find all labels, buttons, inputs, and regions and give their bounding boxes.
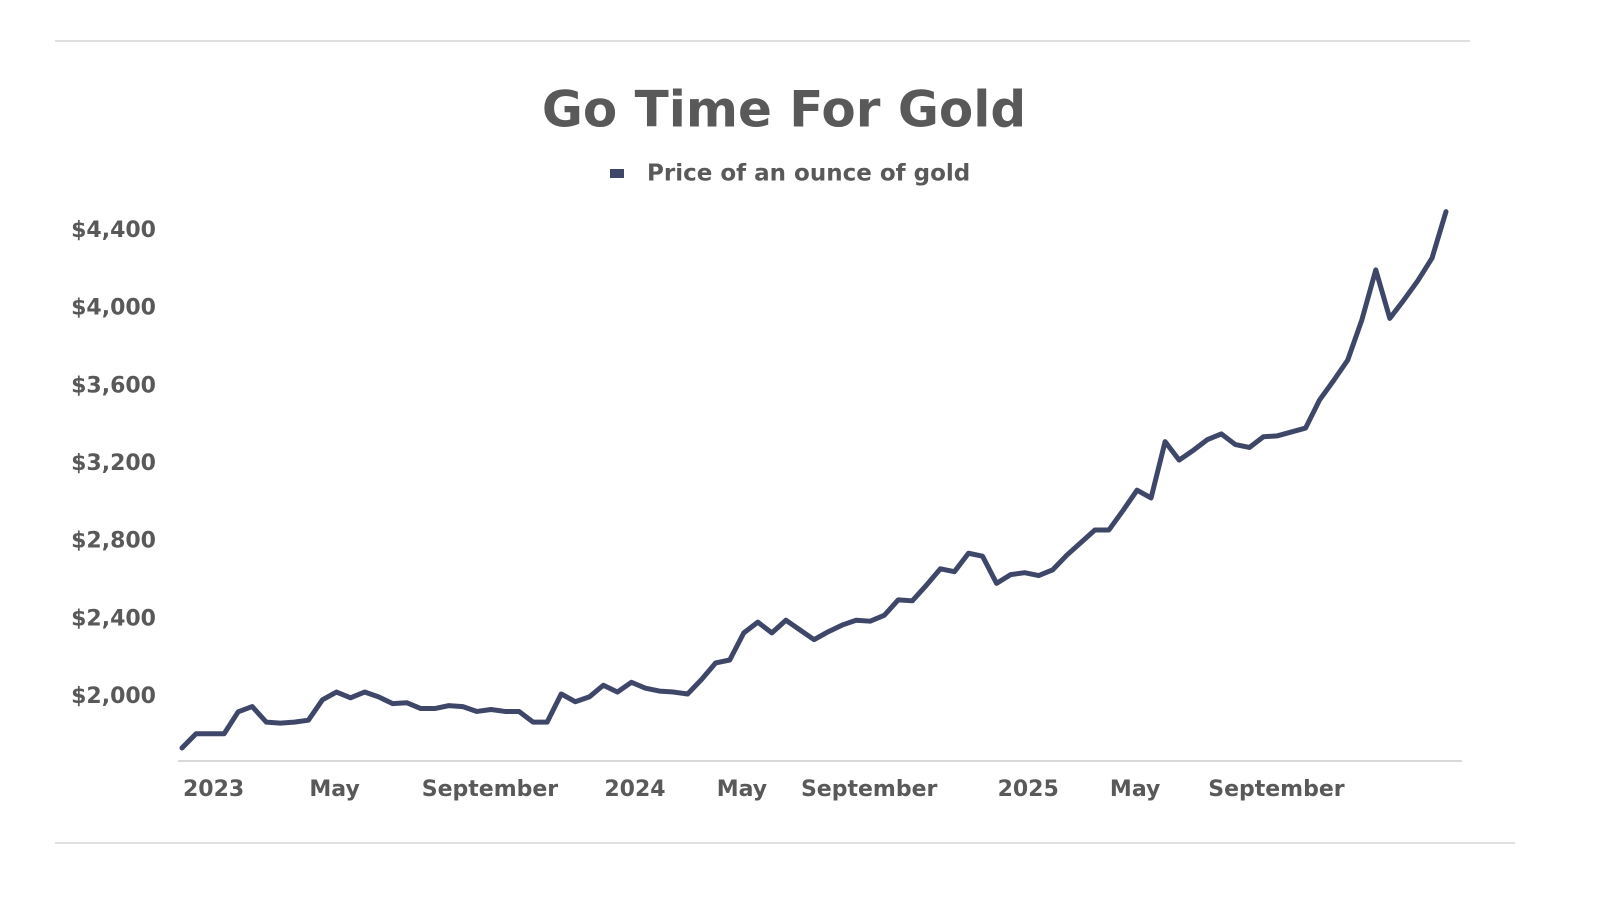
x-tick-label: 2025 <box>998 777 1059 802</box>
x-tick-label: September <box>1208 777 1345 802</box>
y-tick-label: $2,400 <box>71 606 156 631</box>
y-tick-label: $4,400 <box>71 218 156 243</box>
x-tick-label: 2024 <box>604 777 665 802</box>
x-tick-label: May <box>717 777 767 802</box>
legend-label: Price of an ounce of gold <box>647 161 970 187</box>
y-tick-label: $4,000 <box>71 296 156 321</box>
y-tick-label: $3,600 <box>71 373 156 398</box>
x-tick-label: May <box>309 777 359 802</box>
chart-title: Go Time For Gold <box>542 81 1026 139</box>
legend-swatch <box>610 169 624 178</box>
x-tick-label: September <box>422 777 559 802</box>
y-tick-label: $2,800 <box>71 529 156 554</box>
x-tick-label: September <box>801 777 938 802</box>
y-tick-label: $3,200 <box>71 451 156 476</box>
x-tick-label: May <box>1110 777 1160 802</box>
y-tick-label: $2,000 <box>71 684 156 709</box>
data-line <box>179 209 1449 751</box>
x-tick-label: 2023 <box>183 777 244 802</box>
